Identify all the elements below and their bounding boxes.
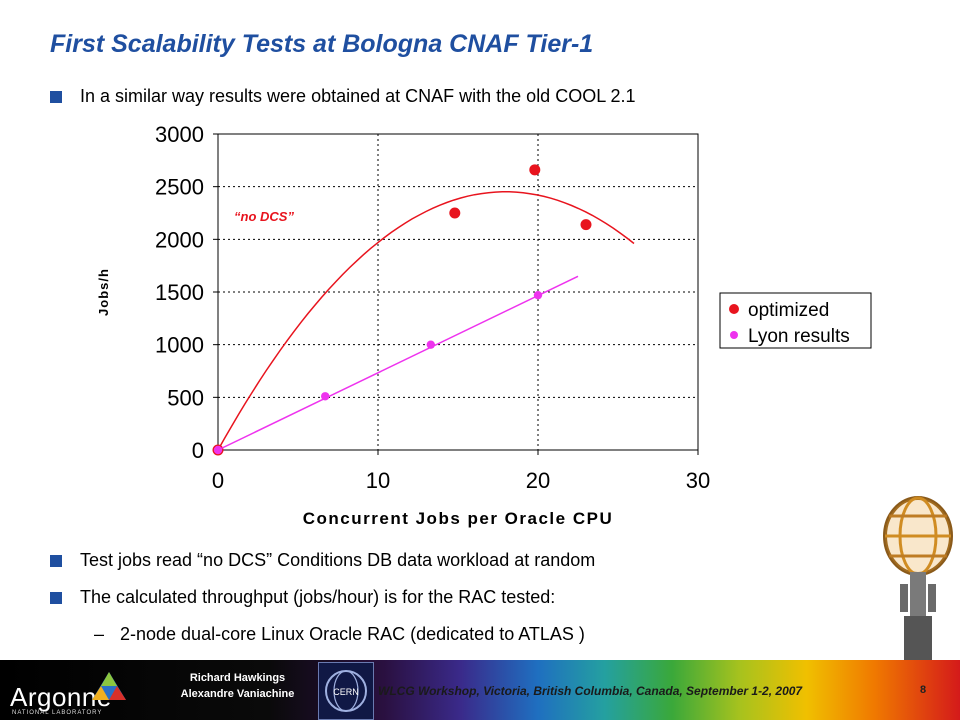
- legend-label-0: optimized: [748, 300, 829, 321]
- bullet-square-icon: [50, 90, 62, 103]
- atlas-statue-icon: [883, 496, 953, 660]
- data-point-0-1: [449, 207, 461, 219]
- x-tick-label: 0: [212, 468, 224, 493]
- cern-logo-icon: CERN: [325, 670, 367, 712]
- cern-logo: CERN: [318, 662, 374, 720]
- workshop-text: WLCG Workshop, Victoria, British Columbi…: [378, 684, 803, 698]
- bullet-square-icon: [50, 554, 62, 567]
- data-point-0-2: [529, 164, 541, 176]
- author-1: Richard Hawkings: [189, 672, 286, 684]
- page-number: 8: [920, 684, 927, 696]
- bullet-2: The calculated throughput (jobs/hour) is…: [50, 587, 555, 608]
- data-point-1-3: [533, 290, 543, 300]
- y-tick-label: 2500: [155, 175, 204, 200]
- data-point-0-3: [580, 219, 592, 231]
- author-2: Alexandre Vaniachine: [180, 688, 295, 700]
- authors: Richard Hawkings Alexandre Vaniachine: [160, 670, 315, 702]
- y-tick-label: 2000: [155, 227, 204, 252]
- scalability-chart: 0 10 20 30 0 500 1000 1500 2000 2500 3000 Concurren…: [96, 122, 872, 528]
- legend-marker-1: [730, 331, 738, 339]
- trendline-1: [217, 275, 579, 451]
- cern-logo-text: CERN: [333, 687, 359, 697]
- no-dcs-annotation: “no DCS”: [234, 209, 294, 224]
- bullet-2-text: The calculated throughput (jobs/hour) is…: [80, 587, 556, 607]
- y-tick-label: 500: [167, 385, 204, 410]
- bullet-1-text: Test jobs read “no DCS” Conditions DB da…: [80, 550, 596, 570]
- sub-bullet-dash: –: [94, 624, 105, 644]
- data-point-1-2: [426, 340, 435, 349]
- legend-label-1: Lyon results: [748, 326, 850, 347]
- slide-title: First Scalability Tests at Bologna CNAF …: [50, 30, 594, 58]
- intro-bullet-text: In a similar way results were obtained a…: [80, 86, 636, 106]
- x-axis-label: Concurrent Jobs per Oracle CPU: [303, 509, 613, 528]
- y-tick-label: 3000: [155, 122, 204, 147]
- trendline-0: [217, 191, 635, 451]
- argonne-logo-subtext: NATIONAL LABORATORY: [12, 710, 103, 716]
- y-tick-label: 1500: [155, 280, 204, 305]
- legend-marker-0: [729, 304, 739, 314]
- argonne-triangle-icon: [92, 672, 126, 700]
- sub-bullet-text: 2-node dual-core Linux Oracle RAC (dedic…: [120, 624, 585, 644]
- x-tick-label: 20: [526, 468, 550, 493]
- intro-bullet: In a similar way results were obtained a…: [50, 86, 636, 107]
- y-axis-label: Jobs/h: [96, 268, 111, 316]
- legend-box: [719, 292, 872, 349]
- sub-bullet: –2-node dual-core Linux Oracle RAC (dedi…: [94, 624, 585, 645]
- x-tick-label: 10: [366, 468, 390, 493]
- y-tick-label: 0: [192, 438, 204, 463]
- bullet-square-icon: [50, 591, 62, 604]
- data-point-1-1: [321, 392, 330, 401]
- x-tick-label: 30: [686, 468, 710, 493]
- y-tick-label: 1000: [155, 333, 204, 358]
- footer-bar: Argonne NATIONAL LABORATORY Richard Hawk…: [0, 660, 960, 720]
- data-point-1-0: [213, 445, 223, 455]
- bullet-1: Test jobs read “no DCS” Conditions DB da…: [50, 550, 595, 571]
